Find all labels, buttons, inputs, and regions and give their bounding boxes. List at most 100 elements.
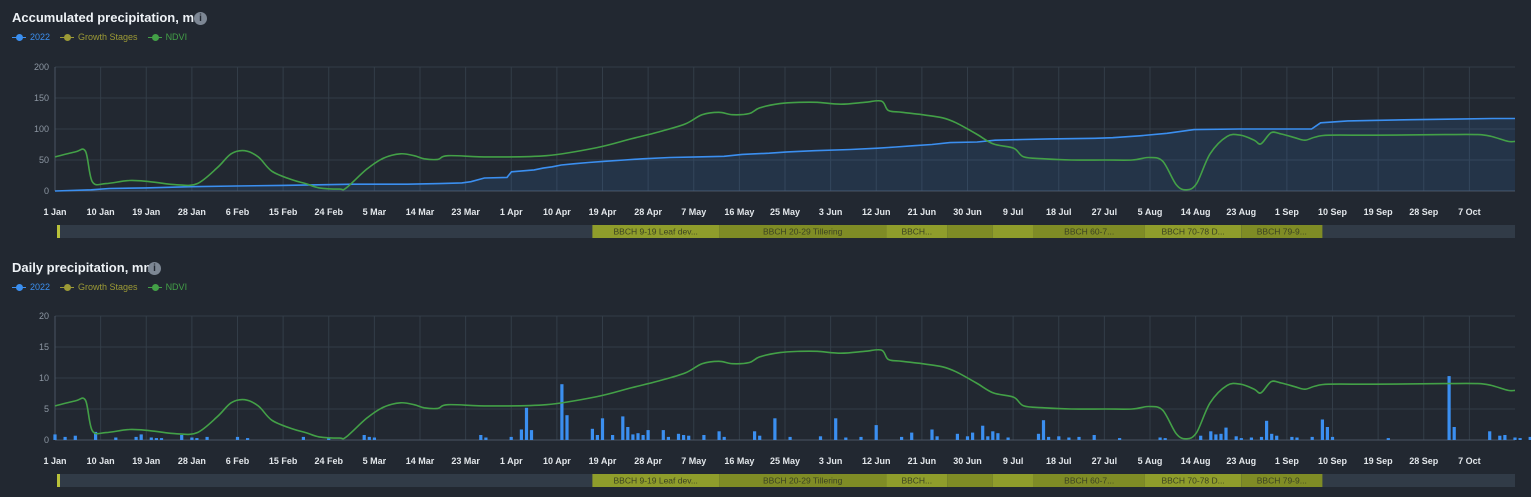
growth-stage-segment[interactable] (1144, 225, 1242, 238)
x-tick-label: 1 Apr (500, 207, 523, 217)
growth-stage-label: BBCH 70-78 D... (1161, 476, 1224, 486)
precip-bar (1092, 435, 1096, 440)
x-tick-label: 5 Mar (363, 456, 387, 466)
growth-stage-segment[interactable] (992, 225, 1034, 238)
precip-bar (565, 415, 569, 440)
growth-stage-segment[interactable] (947, 225, 993, 238)
precip-bar (981, 425, 985, 440)
x-tick-label: 28 Sep (1409, 207, 1439, 217)
info-icon[interactable]: i (194, 12, 207, 25)
x-tick-label: 6 Feb (226, 456, 250, 466)
series-area-2022 (55, 118, 1515, 191)
precip-bar (996, 433, 1000, 440)
growth-stage-segment[interactable] (947, 474, 993, 487)
precip-bar (753, 431, 757, 440)
legend-label: NDVI (165, 32, 188, 42)
legend-item-ndvi[interactable]: NDVI (147, 32, 188, 42)
growth-stage-segment[interactable] (1033, 225, 1145, 238)
growth-stage-label: BBCH 70-78 D... (1161, 227, 1224, 237)
accumulated-precipitation-chart: 1 Jan 10 Jan 19 Jan 28 Jan 6 Feb 15 Feb 24 Feb… (34, 62, 1516, 238)
x-tick-label: 23 Aug (1226, 456, 1256, 466)
x-tick-label: 1 Sep (1275, 207, 1300, 217)
precip-bar (1077, 436, 1081, 440)
precip-bar (955, 433, 959, 440)
precip-bar (159, 438, 164, 440)
precip-bar (154, 438, 158, 440)
growth-stage-segment[interactable] (992, 474, 1034, 487)
growth-stage-label: BBCH 79-9... (1257, 227, 1307, 237)
x-tick-label: 28 Jan (178, 207, 206, 217)
precip-bar (190, 437, 194, 440)
precip-bar (1265, 420, 1269, 440)
growth-stage-segment[interactable] (1241, 474, 1323, 487)
y-tick-label: 10 (39, 373, 49, 383)
growth-stage-segment[interactable] (1241, 225, 1323, 238)
x-tick-label: 7 Oct (1458, 456, 1481, 466)
legend-marker-icon (12, 33, 26, 42)
growth-stage-label: BBCH 9-19 Leaf dev... (613, 227, 697, 237)
precip-bar (935, 436, 939, 440)
accumulated-precipitation-panel: Accumulated precipitation, mm i 2022 Gro… (12, 10, 1516, 238)
x-tick-label: 7 May (681, 456, 706, 466)
x-tick-label: 28 Jan (178, 456, 206, 466)
legend-label: NDVI (165, 282, 188, 292)
precip-bar (965, 436, 970, 440)
precip-bar (676, 433, 681, 440)
precip-bar (788, 436, 792, 440)
precip-bar (1057, 436, 1061, 440)
precip-bar (1209, 431, 1213, 440)
growth-stage-segment[interactable] (1144, 474, 1242, 487)
x-tick-label: 10 Apr (543, 207, 571, 217)
precip-bar (991, 431, 995, 440)
legend-item-2022[interactable]: 2022 (12, 32, 50, 42)
precip-bar (1325, 427, 1329, 440)
precip-bar (930, 429, 934, 440)
legend-item-growth-stages[interactable]: Growth Stages (60, 32, 138, 42)
precip-bar (362, 435, 366, 440)
precip-bar (1270, 433, 1274, 440)
precip-bar (646, 430, 650, 440)
growth-stage-segment[interactable] (886, 225, 948, 238)
series-line-ndvi (54, 99, 1516, 191)
growth-stage-label: BBCH 9-19 Leaf dev... (613, 476, 697, 486)
precip-bar (682, 435, 686, 440)
growth-stage-segment[interactable] (719, 474, 887, 487)
precip-bar (195, 438, 199, 440)
x-tick-label: 30 Jun (953, 207, 982, 217)
growth-stage-label: BBCH 20-29 Tillering (763, 476, 843, 486)
x-tick-label: 5 Mar (363, 207, 387, 217)
precip-bar (600, 418, 605, 440)
x-tick-label: 16 May (724, 456, 754, 466)
growth-stage-segment[interactable] (719, 225, 887, 238)
x-tick-label: 19 Apr (589, 456, 617, 466)
precip-bar (621, 416, 625, 440)
growth-stage-segment[interactable] (1033, 474, 1145, 487)
x-tick-label: 25 May (770, 207, 800, 217)
x-tick-label: 10 Sep (1318, 456, 1348, 466)
precip-bar (372, 437, 376, 440)
precip-bar (1214, 434, 1218, 440)
legend-item-2022[interactable]: 2022 (12, 282, 50, 292)
y-tick-label: 100 (34, 124, 49, 134)
precip-bar (1036, 433, 1041, 440)
x-tick-label: 19 Sep (1364, 456, 1394, 466)
x-tick-label: 14 Mar (406, 207, 435, 217)
precip-bar (94, 431, 98, 440)
x-tick-label: 18 Jul (1046, 207, 1072, 217)
legend-item-growth-stages[interactable]: Growth Stages (60, 282, 138, 292)
x-tick-label: 28 Sep (1409, 456, 1439, 466)
y-tick-label: 0 (44, 435, 49, 445)
precip-bar (367, 436, 371, 440)
info-icon[interactable]: i (148, 262, 161, 275)
growth-stage-segment[interactable] (886, 474, 948, 487)
growth-stage-segment[interactable] (592, 225, 720, 238)
precip-bar (139, 434, 143, 440)
legend-item-ndvi[interactable]: NDVI (147, 282, 188, 292)
precip-bar (1067, 437, 1071, 440)
precip-bar (818, 436, 823, 440)
precip-bar (53, 434, 57, 440)
precip-bar (595, 435, 599, 440)
y-tick-label: 150 (34, 93, 49, 103)
growth-stage-segment[interactable] (592, 474, 720, 487)
chart-title: Daily precipitation, mm (12, 260, 156, 275)
